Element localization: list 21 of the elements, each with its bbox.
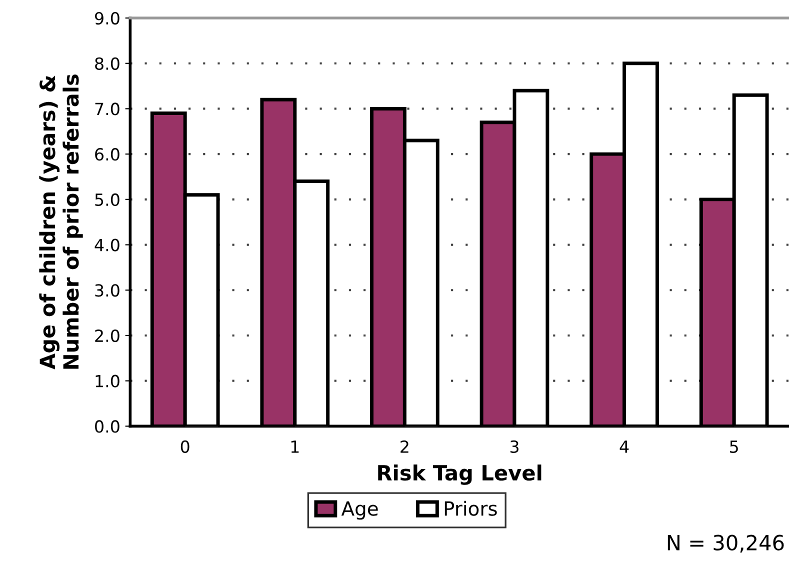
y-tick-label: 6.0 (95, 148, 120, 161)
y-tick-label: 0.0 (95, 420, 120, 433)
y-tick-label: 5.0 (95, 193, 120, 206)
y-tick-label: 8.0 (95, 57, 120, 70)
y-axis-title: Age of children (years) & Number of prior referrals (39, 74, 83, 370)
text: N = 30,246 (668, 534, 784, 553)
x-tick-label: 2 (400, 440, 408, 453)
x-tick-label: 3 (510, 440, 518, 453)
y-tick-label: 1.0 (96, 374, 120, 388)
y-tick-label: 3.0 (95, 284, 120, 297)
y-tick-label: 2.0 (95, 329, 120, 342)
x-axis-title: Risk Tag Level (378, 464, 542, 485)
y-tick-label: 9.0 (95, 12, 120, 25)
x-tick-label: 4 (620, 440, 629, 453)
legend-label: Age (341, 501, 378, 520)
y-tick-label: 7.0 (95, 102, 120, 116)
x-tick-label: 5 (730, 440, 738, 453)
legend-label: Priors (444, 500, 497, 516)
x-tick-label: 1 (291, 440, 299, 453)
x-tick-label: 0 (180, 440, 190, 453)
y-tick-label: 4.0 (94, 238, 120, 252)
